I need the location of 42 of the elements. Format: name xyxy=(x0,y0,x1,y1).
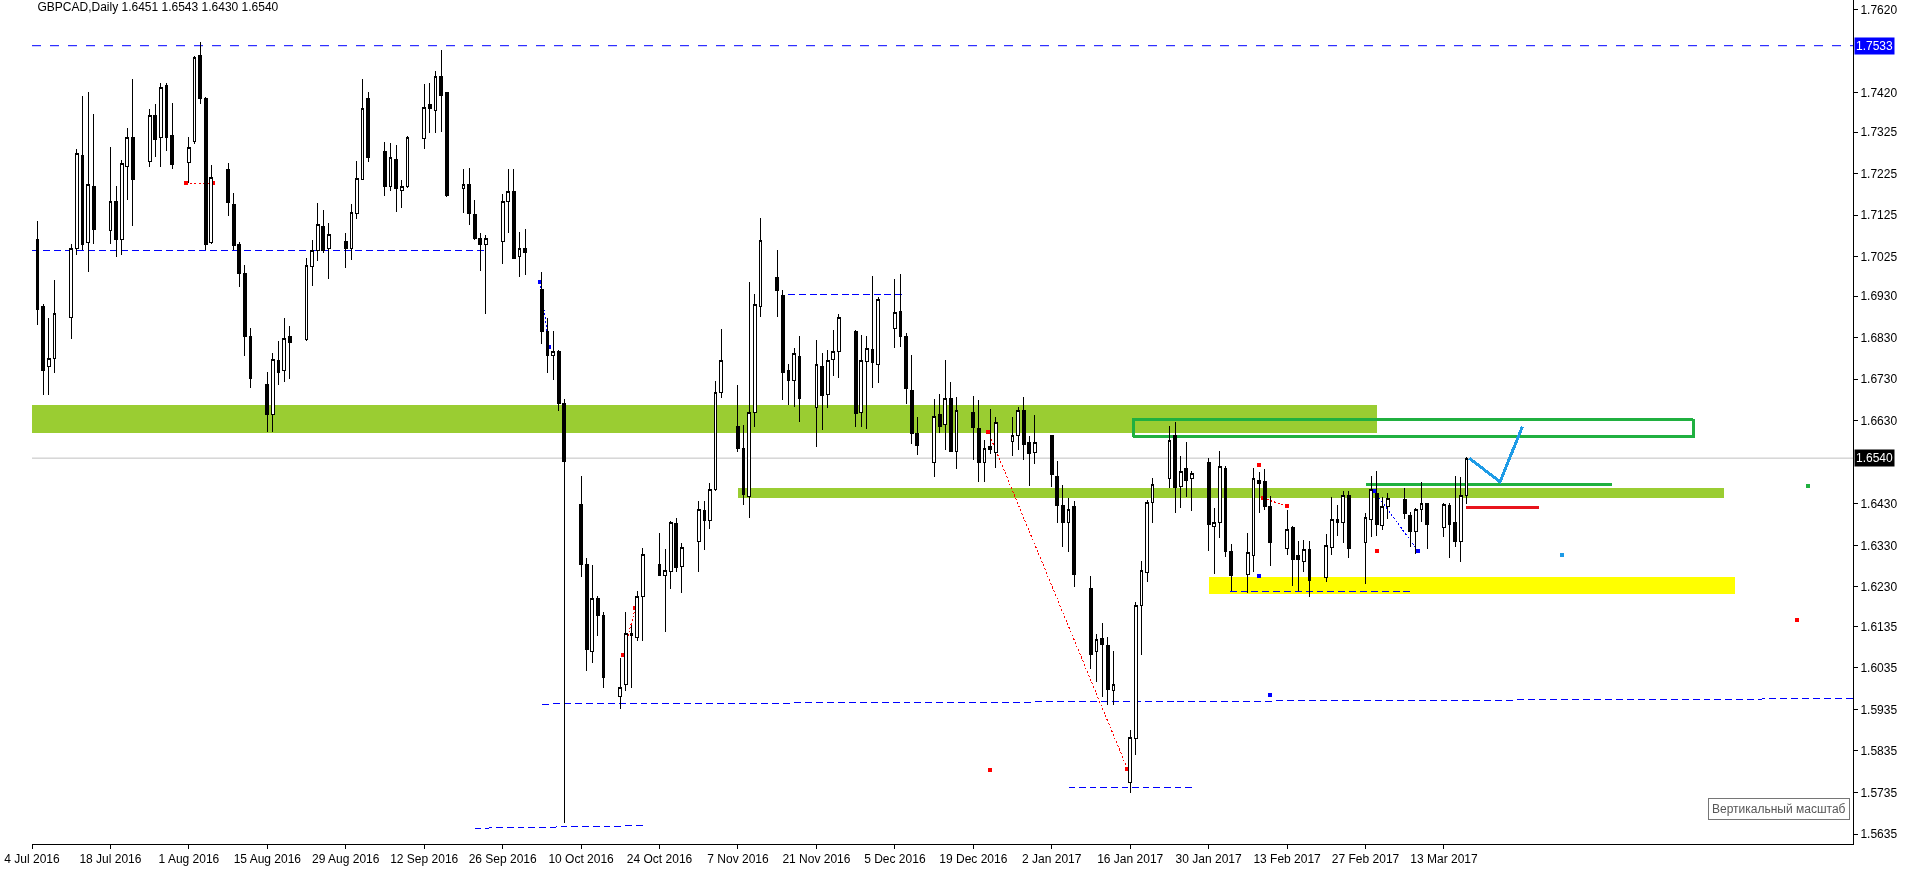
x-tick-label: 1 Aug 2016 xyxy=(158,852,220,867)
x-tick-label: 12 Sep 2016 xyxy=(390,852,459,867)
y-tick-label: 1.5935 xyxy=(1860,702,1898,717)
y-tick-label: 1.6135 xyxy=(1860,619,1898,634)
y-tick-label: 1.5635 xyxy=(1860,827,1898,842)
y-tick-label: 1.7225 xyxy=(1860,166,1898,181)
y-tick-label: 1.5835 xyxy=(1860,744,1898,759)
y-tick-label: 1.6630 xyxy=(1860,413,1898,428)
x-tick-label: 5 Dec 2016 xyxy=(864,852,926,867)
x-tick-label: 19 Dec 2016 xyxy=(939,852,1008,867)
x-tick-label: 30 Jan 2017 xyxy=(1175,852,1242,867)
x-tick-label: 27 Feb 2017 xyxy=(1331,852,1400,867)
y-tick-label: 1.7420 xyxy=(1860,85,1898,100)
y-tick-label: 1.7620 xyxy=(1860,2,1898,17)
x-tick-label: 13 Mar 2017 xyxy=(1410,852,1478,867)
ref-line-label: 1.6540 xyxy=(1856,451,1894,465)
y-tick-label: 1.6730 xyxy=(1860,372,1898,387)
y-tick-label: 1.6830 xyxy=(1860,330,1898,345)
x-tick-label: 13 Feb 2017 xyxy=(1253,852,1322,867)
y-tick-label: 1.6035 xyxy=(1860,661,1898,676)
y-tick-label: 1.7325 xyxy=(1860,125,1898,140)
y-tick-label: 1.6330 xyxy=(1860,538,1898,553)
ref-line-label: 1.7533 xyxy=(1856,39,1894,53)
x-tick-label: 21 Nov 2016 xyxy=(782,852,851,867)
y-tick-label: 1.5735 xyxy=(1860,785,1898,800)
y-tick-label: 1.6230 xyxy=(1860,580,1898,595)
chart-title: GBPCAD,Daily 1.6451 1.6543 1.6430 1.6540 xyxy=(37,0,279,15)
y-tick-label: 1.7025 xyxy=(1860,249,1898,264)
x-tick-label: 7 Nov 2016 xyxy=(707,852,769,867)
x-tick-label: 10 Oct 2016 xyxy=(548,852,615,867)
y-tick-label: 1.7125 xyxy=(1860,208,1898,223)
y-tick-label: 1.6430 xyxy=(1860,497,1898,512)
x-tick-label: 24 Oct 2016 xyxy=(626,852,693,867)
x-tick-label: 29 Aug 2016 xyxy=(312,852,380,867)
annotation: Вертикальный масштаб xyxy=(1712,802,1846,816)
y-tick-label: 1.6930 xyxy=(1860,289,1898,304)
x-tick-label: 15 Aug 2016 xyxy=(233,852,302,867)
x-tick-label: 18 Jul 2016 xyxy=(79,852,142,867)
x-tick-label: 4 Jul 2016 xyxy=(4,852,61,867)
x-tick-label: 16 Jan 2017 xyxy=(1097,852,1164,867)
x-tick-label: 26 Sep 2016 xyxy=(468,852,538,867)
x-tick-label: 2 Jan 2017 xyxy=(1022,852,1082,867)
